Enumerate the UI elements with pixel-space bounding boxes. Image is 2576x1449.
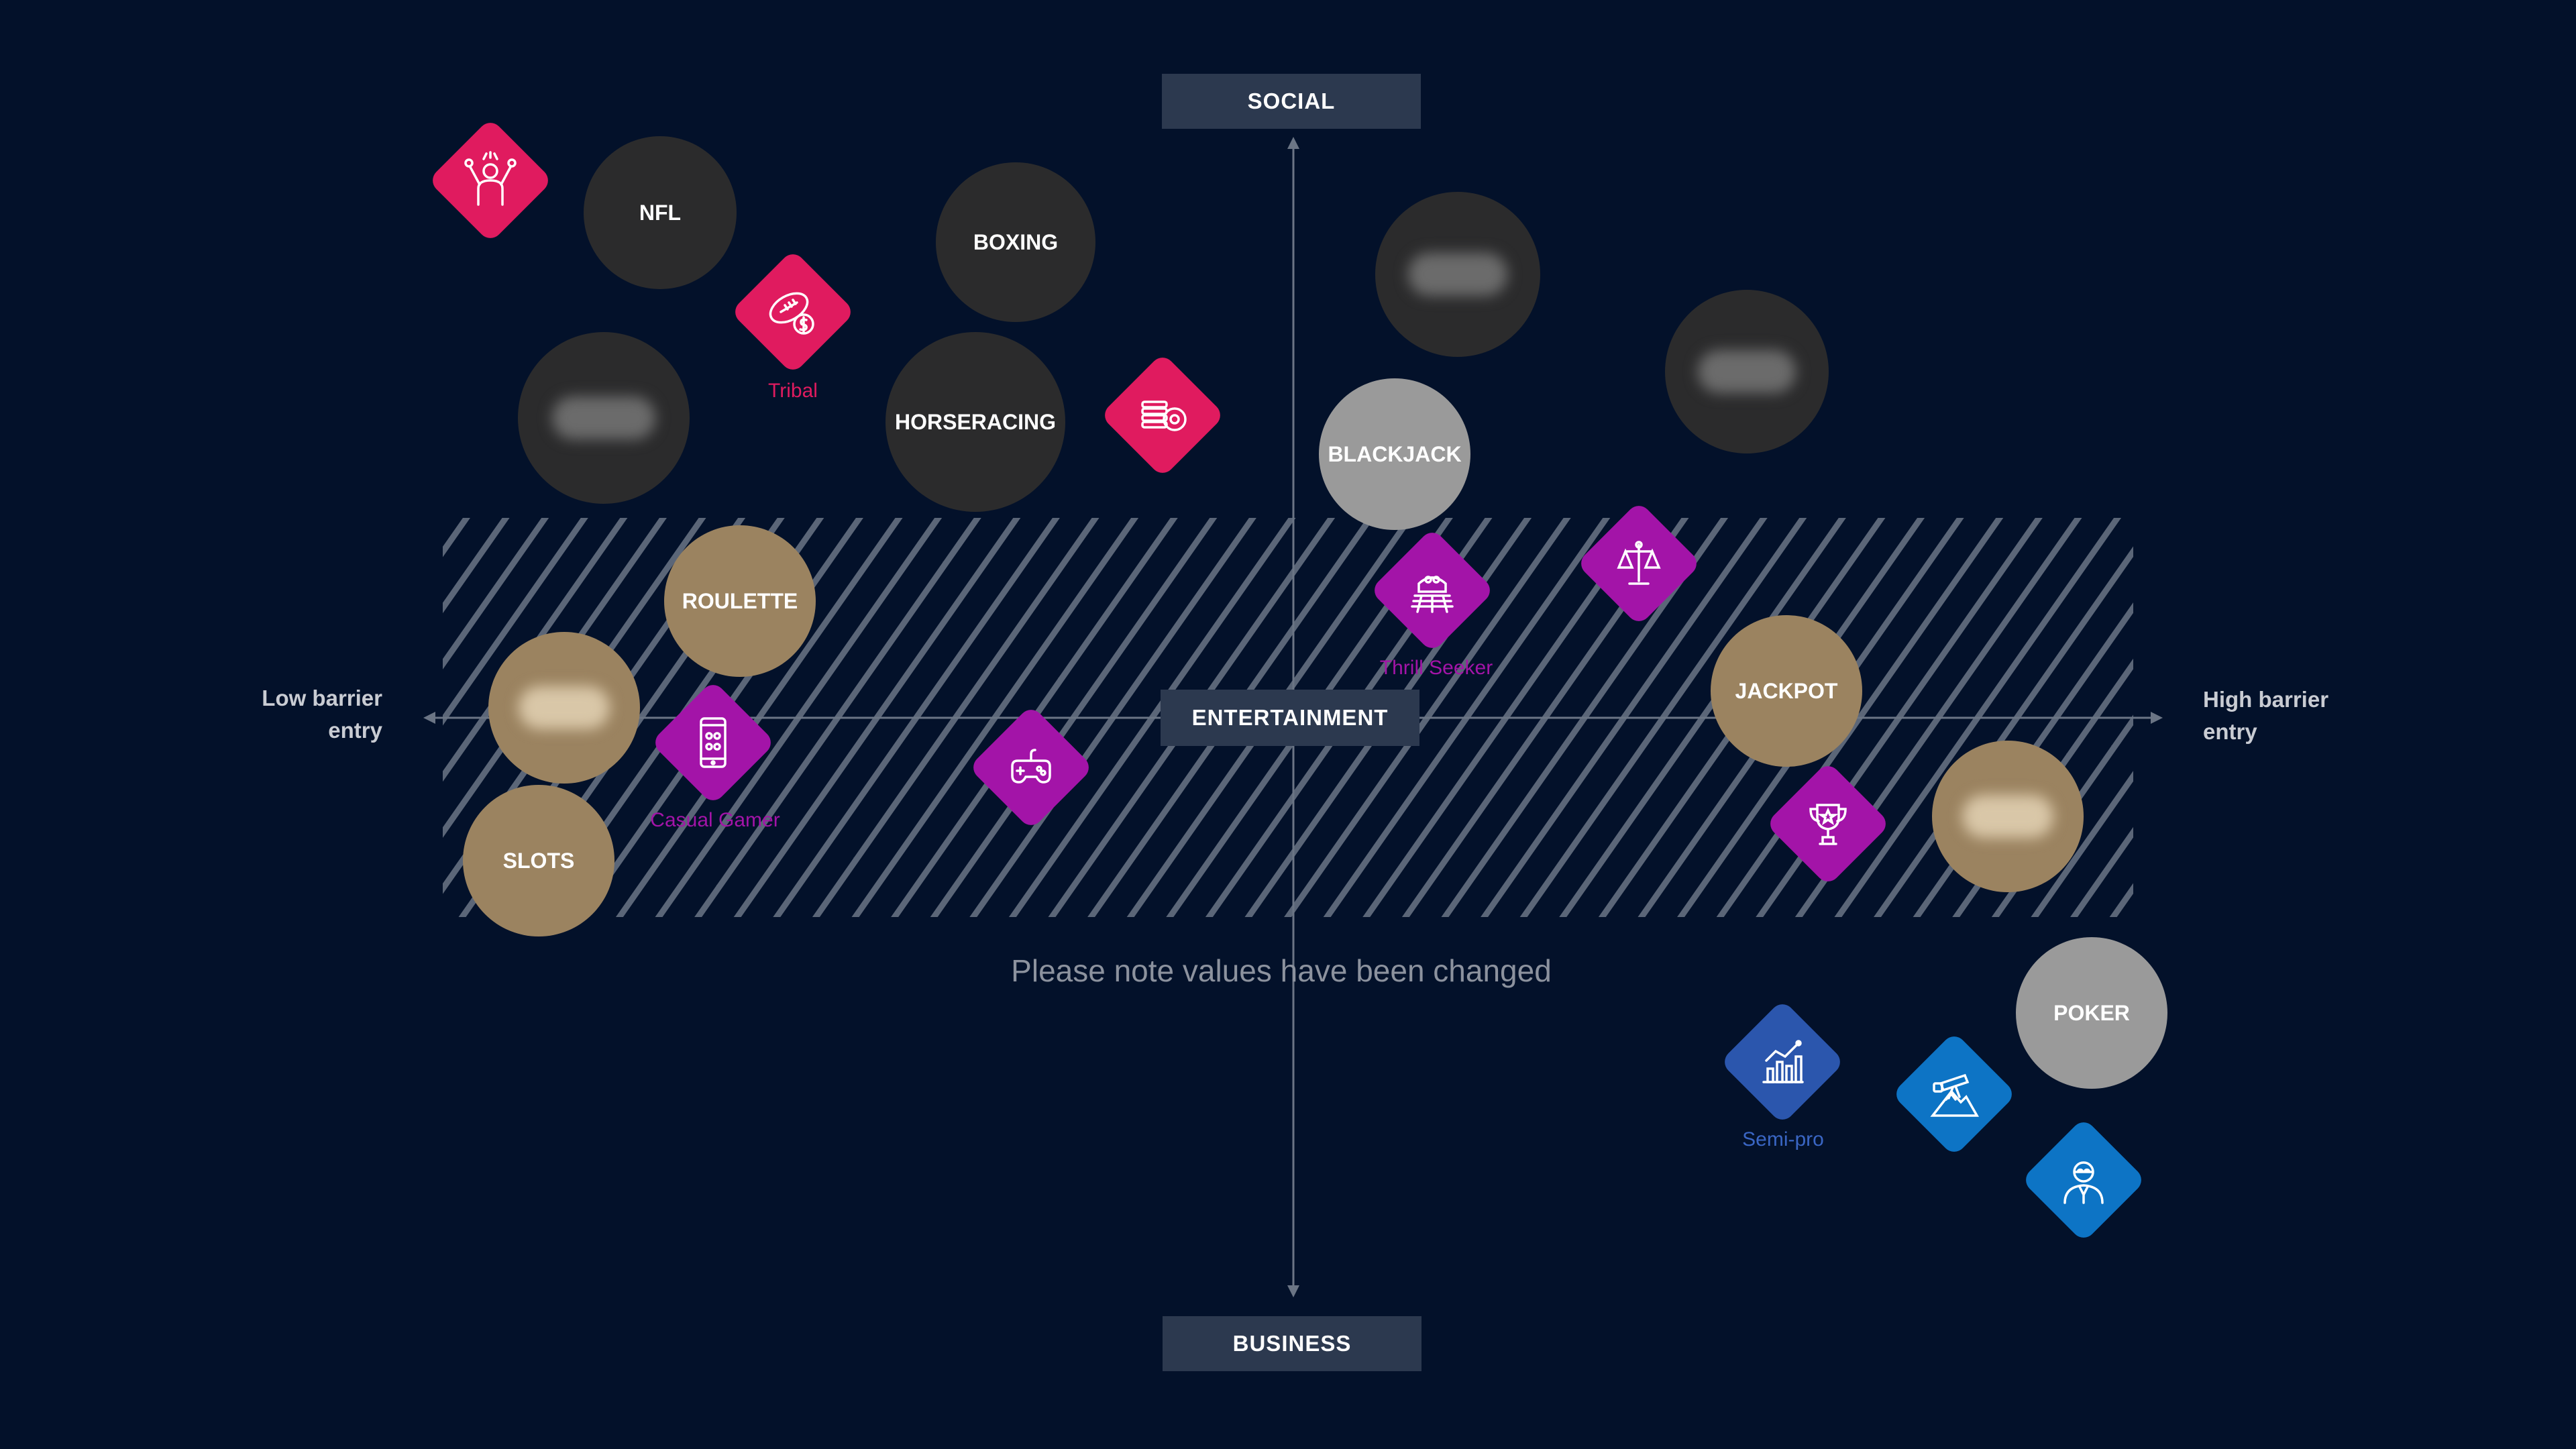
disclaimer-note: Please note values have been changed bbox=[1011, 953, 1552, 988]
cheering-fan-icon bbox=[464, 151, 517, 206]
blurred-label bbox=[1697, 350, 1796, 393]
scales-icon bbox=[1617, 541, 1661, 585]
rollercoaster-icon bbox=[1411, 576, 1454, 613]
axis-label-entertainment: ENTERTAINMENT bbox=[1161, 690, 1419, 746]
circle-redacted-gold-1 bbox=[488, 632, 640, 784]
persona-label-thrill-seeker: Thrill Seeker bbox=[1379, 657, 1493, 679]
blurred-label bbox=[1962, 795, 2053, 838]
circle-horseracing: HORSERACING bbox=[885, 332, 1065, 512]
persona-strategist bbox=[1576, 500, 1702, 627]
persona-label-tribal: Tribal bbox=[768, 380, 818, 402]
circle-blackjack: BLACKJACK bbox=[1319, 378, 1470, 530]
circle-label: BLACKJACK bbox=[1328, 441, 1462, 466]
persona-winner bbox=[1765, 761, 1891, 887]
circle-label: ROULETTE bbox=[682, 588, 798, 613]
football-bet-icon bbox=[769, 292, 814, 335]
persona-explorer bbox=[1891, 1031, 2017, 1157]
persona-casual-gamer bbox=[650, 680, 776, 806]
circle-label: BOXING bbox=[973, 229, 1059, 254]
circle-label: POKER bbox=[2053, 1000, 2130, 1025]
telescope-mountain-icon bbox=[1930, 1073, 1980, 1117]
circle-nfl: NFL bbox=[584, 136, 737, 289]
axis-label-high-barrier: High barrier entry bbox=[2203, 684, 2404, 748]
blurred-label bbox=[552, 396, 655, 439]
axis-label-social: SOCIAL bbox=[1162, 74, 1421, 129]
high-barrier-line-2: entry bbox=[2203, 719, 2257, 744]
circle-slots: SLOTS bbox=[463, 785, 614, 936]
trophy-icon bbox=[1809, 804, 1847, 845]
mobile-cards-icon bbox=[700, 717, 727, 768]
circle-boxing: BOXING bbox=[936, 162, 1095, 322]
circle-label: JACKPOT bbox=[1735, 678, 1838, 703]
gamepad-icon bbox=[1011, 749, 1051, 784]
axis-label-low-barrier: Low barrier entry bbox=[228, 682, 382, 747]
circle-jackpot: JACKPOT bbox=[1711, 615, 1862, 767]
blurred-label bbox=[1408, 253, 1507, 296]
persona-gamer bbox=[968, 704, 1094, 830]
businessman-icon bbox=[2063, 1161, 2104, 1204]
circle-poker: POKER bbox=[2016, 937, 2167, 1089]
persona-professional bbox=[2021, 1117, 2147, 1243]
circle-roulette: ROULETTE bbox=[664, 525, 816, 677]
low-barrier-line-2: entry bbox=[328, 718, 382, 743]
persona-semi-pro bbox=[1719, 999, 1845, 1125]
persona-label-casual-gamer: Casual Gamer bbox=[650, 809, 780, 831]
analytics-chart-icon bbox=[1762, 1040, 1804, 1083]
high-barrier-line-1: High barrier bbox=[2203, 687, 2329, 712]
circle-redacted-1 bbox=[518, 332, 690, 504]
persona-thrill-seeker bbox=[1369, 527, 1495, 653]
axis-label-business: BUSINESS bbox=[1163, 1316, 1421, 1371]
circle-label: HORSERACING bbox=[894, 409, 1056, 434]
chips-icon bbox=[1141, 400, 1187, 431]
circle-redacted-gold-2 bbox=[1932, 741, 2084, 892]
persona-fan bbox=[427, 117, 553, 244]
persona-label-semi-pro: Semi-pro bbox=[1742, 1128, 1824, 1150]
circle-label: NFL bbox=[639, 200, 682, 225]
persona-high-roller bbox=[1099, 352, 1226, 478]
circle-redacted-2 bbox=[1375, 192, 1540, 357]
circle-label: SLOTS bbox=[502, 848, 575, 873]
persona-tribal bbox=[730, 249, 856, 375]
circle-redacted-3 bbox=[1665, 290, 1829, 453]
blurred-label bbox=[519, 686, 610, 729]
low-barrier-line-1: Low barrier bbox=[262, 686, 382, 710]
